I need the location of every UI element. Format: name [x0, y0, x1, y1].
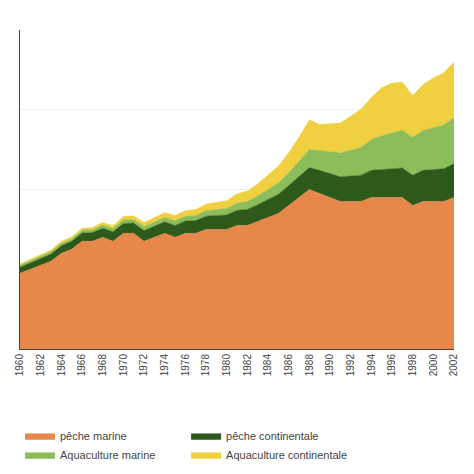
svg-text:pêche continentale: pêche continentale — [226, 430, 318, 442]
svg-text:1990: 1990 — [324, 354, 335, 377]
svg-text:1984: 1984 — [262, 354, 273, 377]
svg-text:1960: 1960 — [14, 354, 25, 377]
svg-text:1976: 1976 — [180, 354, 191, 377]
svg-text:1966: 1966 — [76, 354, 87, 377]
svg-text:1964: 1964 — [56, 354, 67, 377]
svg-text:1996: 1996 — [386, 354, 397, 377]
svg-text:1962: 1962 — [35, 354, 46, 377]
svg-text:1998: 1998 — [407, 354, 418, 377]
svg-text:1968: 1968 — [97, 354, 108, 377]
svg-text:1970: 1970 — [118, 354, 129, 377]
svg-text:Aquaculture continentale: Aquaculture continentale — [226, 449, 347, 461]
svg-text:2000: 2000 — [428, 354, 439, 377]
svg-text:pêche marine: pêche marine — [60, 430, 127, 442]
svg-text:1974: 1974 — [159, 354, 170, 377]
svg-text:Aquaculture marine: Aquaculture marine — [60, 449, 155, 461]
svg-text:1978: 1978 — [200, 354, 211, 377]
svg-text:1988: 1988 — [304, 354, 315, 377]
svg-text:1972: 1972 — [138, 354, 149, 377]
svg-text:1980: 1980 — [221, 354, 232, 377]
svg-text:2002: 2002 — [448, 354, 459, 377]
svg-text:1982: 1982 — [242, 354, 253, 377]
svg-text:1992: 1992 — [345, 354, 356, 377]
svg-text:1986: 1986 — [283, 354, 294, 377]
svg-text:1994: 1994 — [366, 354, 377, 377]
